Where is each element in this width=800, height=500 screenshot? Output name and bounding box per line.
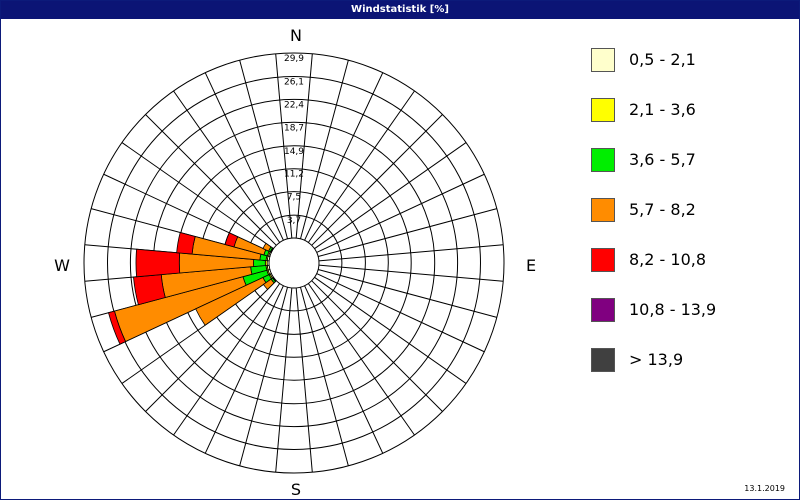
legend-swatch	[591, 48, 615, 72]
grid-spoke	[295, 287, 313, 473]
direction-label-south: S	[291, 480, 301, 499]
wind-sectors	[108, 232, 277, 345]
direction-label-west: W	[54, 256, 70, 275]
grid-spoke	[314, 276, 467, 384]
legend-label: 5,7 - 8,2	[629, 200, 696, 219]
radial-tick-label: 3,7	[287, 216, 301, 226]
grid-spoke	[299, 60, 349, 239]
grid-ring	[129, 98, 459, 428]
radial-ticks: 3,7 7,5 11,2 14,9 18,7 22,4 26,1 29,9	[284, 54, 304, 226]
window-title: Windstatistik [%]	[1, 1, 799, 19]
grid-spoke	[121, 142, 274, 250]
grid-ring	[83, 52, 505, 474]
grid-spoke	[304, 285, 384, 454]
wind-sector-segment	[133, 274, 166, 306]
legend-label: 0,5 - 2,1	[629, 50, 696, 69]
grid-spoke	[307, 283, 415, 436]
legend-swatch	[591, 148, 615, 172]
grid-ring	[107, 76, 481, 450]
legend-swatch	[591, 298, 615, 322]
grid-spoke	[239, 60, 289, 239]
grid-spoke	[304, 72, 384, 241]
wind-sector-segment	[195, 276, 267, 326]
legend-swatch	[591, 348, 615, 372]
legend-label: 3,6 - 5,7	[629, 150, 696, 169]
grid-spoke	[318, 268, 497, 318]
grid-spoke	[318, 208, 497, 258]
direction-label-north: N	[290, 26, 302, 45]
grid-spoke	[145, 114, 277, 246]
radial-tick-label: 29,9	[284, 54, 304, 64]
grid-spoke	[307, 90, 415, 243]
direction-label-east: E	[526, 256, 536, 275]
grid-spoke	[316, 173, 485, 253]
legend-label: > 13,9	[629, 350, 684, 369]
wind-sector-segment	[176, 232, 196, 255]
radial-tick-label: 11,2	[284, 170, 304, 180]
grid-spoke	[295, 53, 313, 239]
grid-spoke	[299, 287, 349, 466]
grid-spoke	[311, 114, 443, 246]
grid-spoke	[314, 142, 467, 250]
grid-spoke	[204, 285, 284, 454]
legend-label: 8,2 - 10,8	[629, 250, 707, 269]
grid-spoke	[145, 280, 277, 412]
legend-label: 10,8 - 13,9	[629, 300, 717, 319]
wind-sector-segment	[262, 278, 275, 290]
legend-swatch	[591, 198, 615, 222]
grid-spoke	[173, 283, 281, 436]
grid-spoke	[311, 280, 443, 412]
radial-tick-label: 7,5	[287, 193, 301, 203]
grid-spoke	[275, 53, 293, 239]
legend-label: 2,1 - 3,6	[629, 100, 696, 119]
grid-spoke	[275, 287, 293, 473]
grid-spoke	[318, 264, 504, 282]
date-stamp: 13.1.2019	[744, 484, 785, 493]
grid-spoke	[173, 90, 281, 243]
wind-sector-segment	[262, 242, 272, 252]
wind-sector-segment	[108, 310, 127, 345]
grid-spoke	[316, 273, 485, 353]
legend-swatch	[591, 98, 615, 122]
radial-tick-label: 22,4	[284, 100, 304, 110]
radial-tick-label: 14,9	[284, 147, 304, 157]
grid-spoke	[239, 287, 289, 466]
grid-spoke	[318, 244, 504, 262]
radial-tick-label: 18,7	[284, 123, 304, 133]
wind-sector-segment	[135, 248, 181, 278]
grid-spoke	[204, 72, 284, 241]
legend-swatch	[591, 248, 615, 272]
radial-tick-label: 26,1	[284, 78, 304, 88]
wind-sector-segment	[224, 232, 239, 248]
